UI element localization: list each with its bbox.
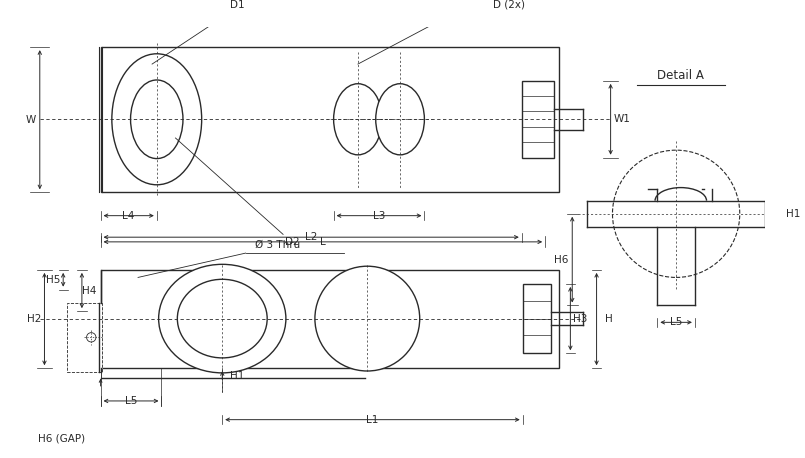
Text: L3: L3	[373, 211, 385, 221]
Text: L2: L2	[305, 232, 317, 242]
Ellipse shape	[315, 266, 419, 371]
Text: L5: L5	[670, 317, 683, 327]
Bar	[101, 270, 559, 368]
Text: Detail A: Detail A	[658, 69, 704, 82]
Text: H6 (GAP): H6 (GAP)	[38, 433, 85, 443]
Ellipse shape	[159, 264, 286, 373]
Text: Ø 3 Thru: Ø 3 Thru	[255, 240, 300, 249]
Text: L5: L5	[125, 396, 137, 406]
Text: H2: H2	[27, 314, 41, 324]
Ellipse shape	[376, 84, 424, 155]
Text: W1: W1	[613, 114, 630, 124]
Text: H1: H1	[229, 371, 244, 381]
Bar	[101, 47, 559, 192]
Text: L: L	[320, 237, 326, 247]
Text: D1: D1	[229, 0, 245, 10]
Text: L1: L1	[366, 414, 378, 425]
Text: L4: L4	[122, 211, 135, 221]
Text: D2: D2	[285, 237, 299, 247]
Ellipse shape	[177, 279, 267, 358]
Text: H4: H4	[82, 285, 97, 295]
Text: H5: H5	[46, 275, 60, 285]
Text: H: H	[605, 314, 613, 324]
Bar	[522, 284, 551, 353]
Bar	[522, 81, 554, 158]
Text: D (2x): D (2x)	[493, 0, 525, 10]
Ellipse shape	[613, 150, 740, 278]
Ellipse shape	[87, 333, 96, 342]
Text: H6: H6	[554, 255, 568, 265]
Ellipse shape	[112, 54, 202, 185]
Ellipse shape	[333, 84, 382, 155]
Text: H1: H1	[786, 209, 800, 219]
Ellipse shape	[130, 80, 183, 158]
Bar	[67, 303, 102, 372]
Text: H3: H3	[572, 314, 587, 324]
Text: W: W	[25, 115, 35, 125]
